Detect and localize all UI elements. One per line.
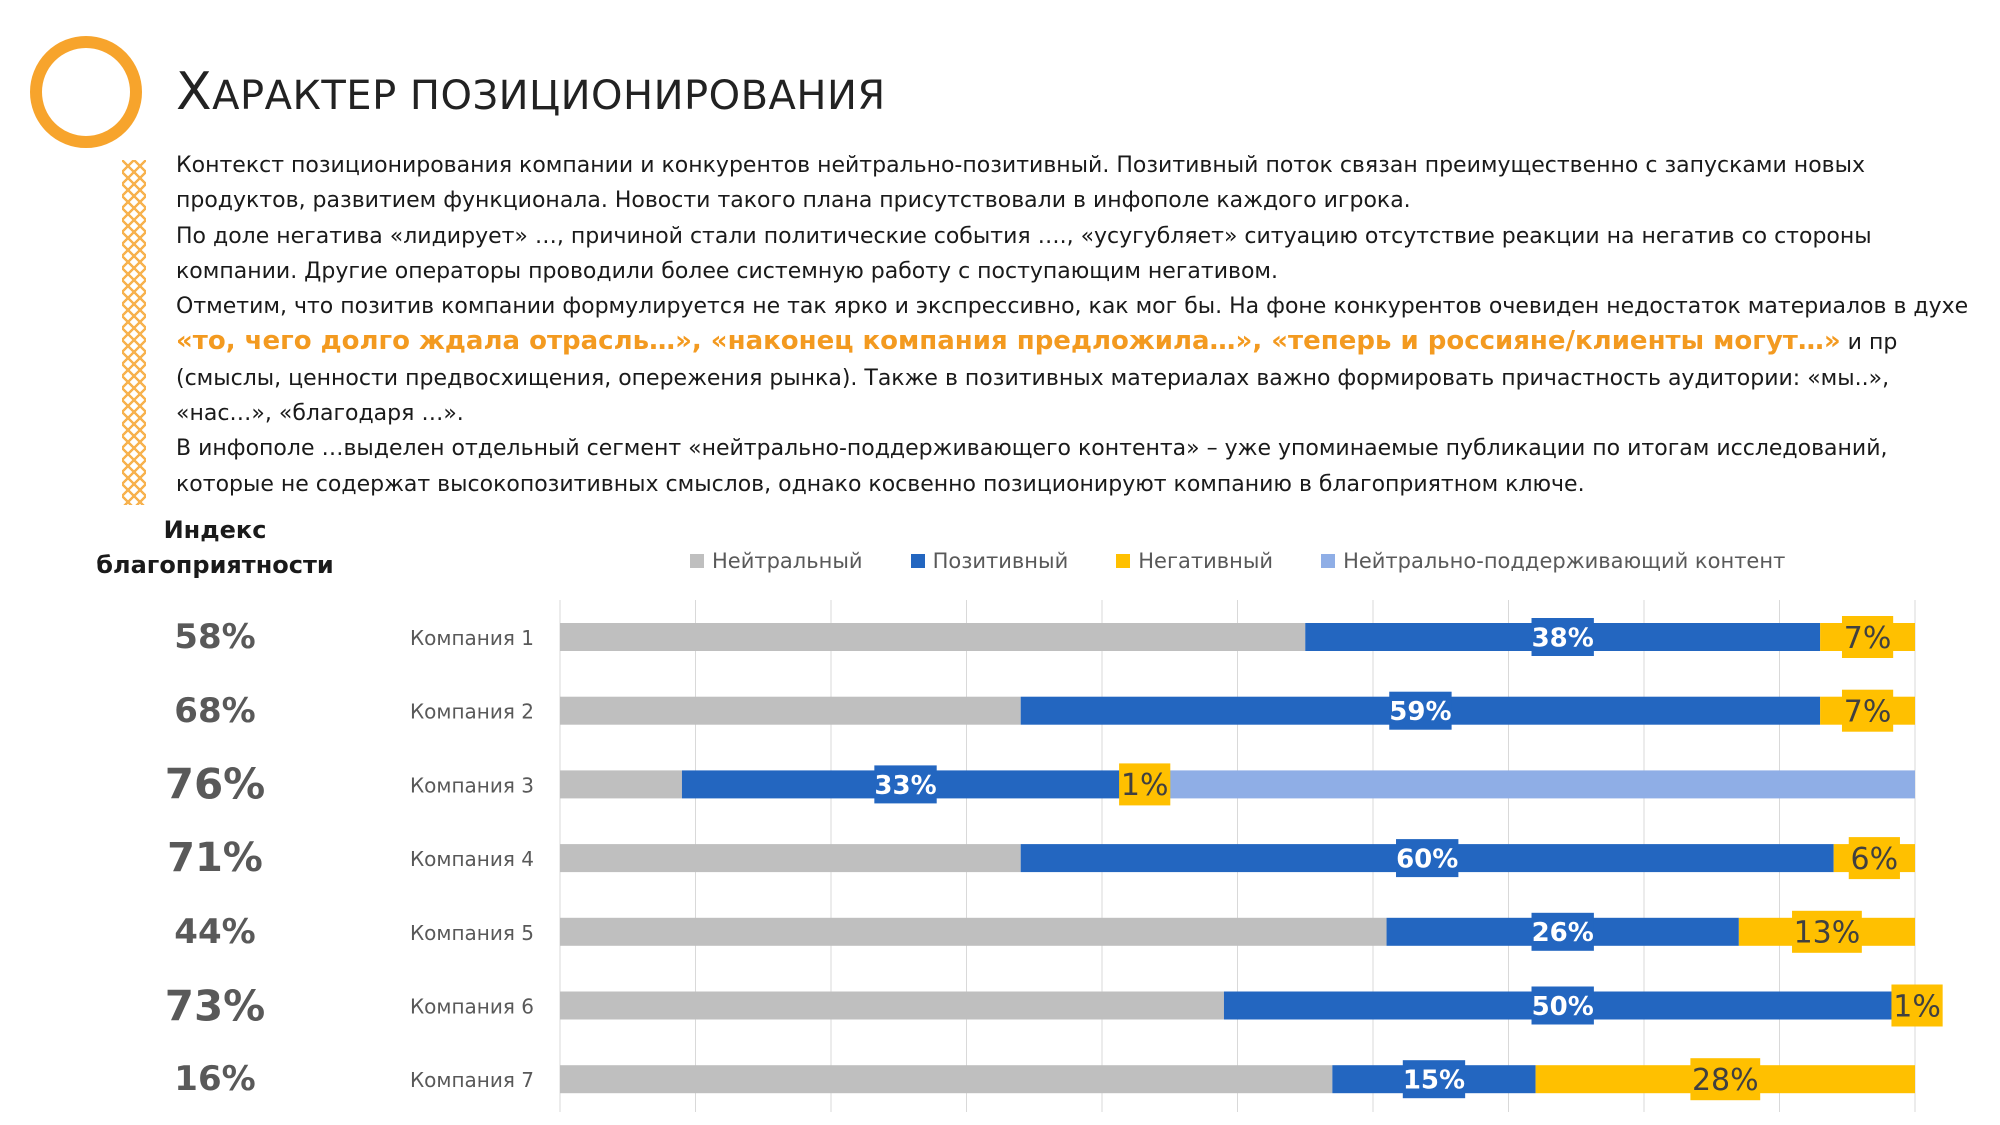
bar-segment-neutral <box>560 1065 1333 1094</box>
page-title: ХАРАКТЕР ПОЗИЦИОНИРОВАНИЯ <box>176 62 886 126</box>
legend-item: Негативный <box>1116 549 1273 573</box>
data-label-box <box>1402 1060 1466 1099</box>
bar-segment-neutral <box>560 991 1224 1020</box>
data-label-box <box>1848 837 1900 880</box>
paragraph-4: В инфополе …выделен отдельный сегмент «н… <box>176 436 1888 497</box>
index-value: 44% <box>174 911 256 952</box>
data-label: 13% <box>1794 916 1861 951</box>
data-label-box <box>1531 986 1594 1025</box>
legend-label: Негативный <box>1138 549 1274 573</box>
category-label: Компания 3 <box>410 773 534 797</box>
index-label: Индекс благоприятности <box>95 513 335 583</box>
decorative-pattern-strip <box>122 160 146 505</box>
data-label: 50% <box>1532 992 1594 1022</box>
bar-segment-neutral <box>560 623 1306 651</box>
paragraph-3-end: и пр (смыслы, ценности предвосхищения, о… <box>176 330 1898 427</box>
index-value: 73% <box>164 981 266 1030</box>
data-label-box <box>1690 1058 1761 1101</box>
chart-legend: Нейтральный Позитивный Негативный Нейтральн… <box>690 544 1833 578</box>
index-value: 71% <box>167 835 263 882</box>
data-label-box <box>1841 689 1894 732</box>
legend-swatch <box>910 554 925 568</box>
category-label: Компания 1 <box>410 626 534 650</box>
index-label-line-2: благоприятности <box>96 551 334 579</box>
data-label-box <box>1531 912 1594 951</box>
data-label-box <box>1396 839 1459 878</box>
legend-label: Позитивный <box>932 549 1069 573</box>
data-label-box <box>1389 691 1452 730</box>
bar-segment-neutral <box>560 844 1021 873</box>
data-label-box <box>1792 910 1862 953</box>
category-label: Компания 6 <box>410 995 534 1019</box>
index-value: 16% <box>174 1059 256 1100</box>
data-label: 15% <box>1403 1066 1465 1096</box>
index-value: 58% <box>174 617 256 657</box>
data-label: 28% <box>1692 1063 1759 1098</box>
data-label: 33% <box>874 771 936 801</box>
body-text: Контекст позиционирования компании и кон… <box>176 148 1976 502</box>
legend-label: Нейтрально-поддерживающий контент <box>1343 549 1786 573</box>
data-label-box <box>1841 616 1894 658</box>
category-label: Компания 7 <box>410 1068 534 1092</box>
data-label: 6% <box>1851 842 1899 877</box>
index-value: 68% <box>174 690 256 731</box>
category-label: Компания 4 <box>410 847 534 871</box>
legend-label: Нейтральный <box>712 549 863 573</box>
data-label: 26% <box>1532 918 1594 948</box>
page-title-initial: Х <box>176 62 213 122</box>
page-title-rest: АРАКТЕР ПОЗИЦИОНИРОВАНИЯ <box>212 73 886 119</box>
data-label: 1% <box>1121 768 1169 803</box>
data-label: 1% <box>1893 989 1941 1024</box>
paragraph-3-highlight: «то, чего долго ждала отрасль…», «наконе… <box>176 326 1841 357</box>
paragraph-3: Отметим, что позитив компании формулируе… <box>176 289 1976 431</box>
data-label-box <box>1531 618 1594 656</box>
index-value: 76% <box>164 759 266 809</box>
legend-swatch <box>690 554 704 568</box>
legend-swatch <box>1116 554 1131 568</box>
data-label: 7% <box>1844 621 1892 656</box>
legend-item: Нейтральный <box>690 549 863 573</box>
data-label: 38% <box>1532 623 1594 653</box>
legend-item: Нейтрально-поддерживающий контент <box>1321 549 1785 573</box>
bar-segment-neutral <box>560 770 682 799</box>
data-label-box <box>1119 763 1171 806</box>
bar-segment-support <box>1142 770 1915 799</box>
bar-segment-neutral <box>560 917 1387 946</box>
data-label: 7% <box>1844 695 1892 730</box>
category-label: Компания 5 <box>410 921 534 945</box>
legend-swatch <box>1321 554 1336 568</box>
paragraph-1: Контекст позиционирования компании и кон… <box>176 153 1866 214</box>
legend-item: Позитивный <box>910 549 1069 573</box>
bar-segment-neutral <box>560 696 1021 725</box>
category-label: Компания 2 <box>410 700 534 724</box>
paragraph-3-start: Отметим, что позитив компании формулируе… <box>176 294 1969 320</box>
data-label-box <box>1891 984 1943 1027</box>
paragraph-2: По доле негатива «лидирует» …, причиной … <box>176 223 1872 284</box>
data-label: 59% <box>1389 697 1451 727</box>
index-label-line-1: Индекс <box>163 516 267 544</box>
data-label-box <box>874 765 937 804</box>
data-label: 60% <box>1396 844 1458 874</box>
